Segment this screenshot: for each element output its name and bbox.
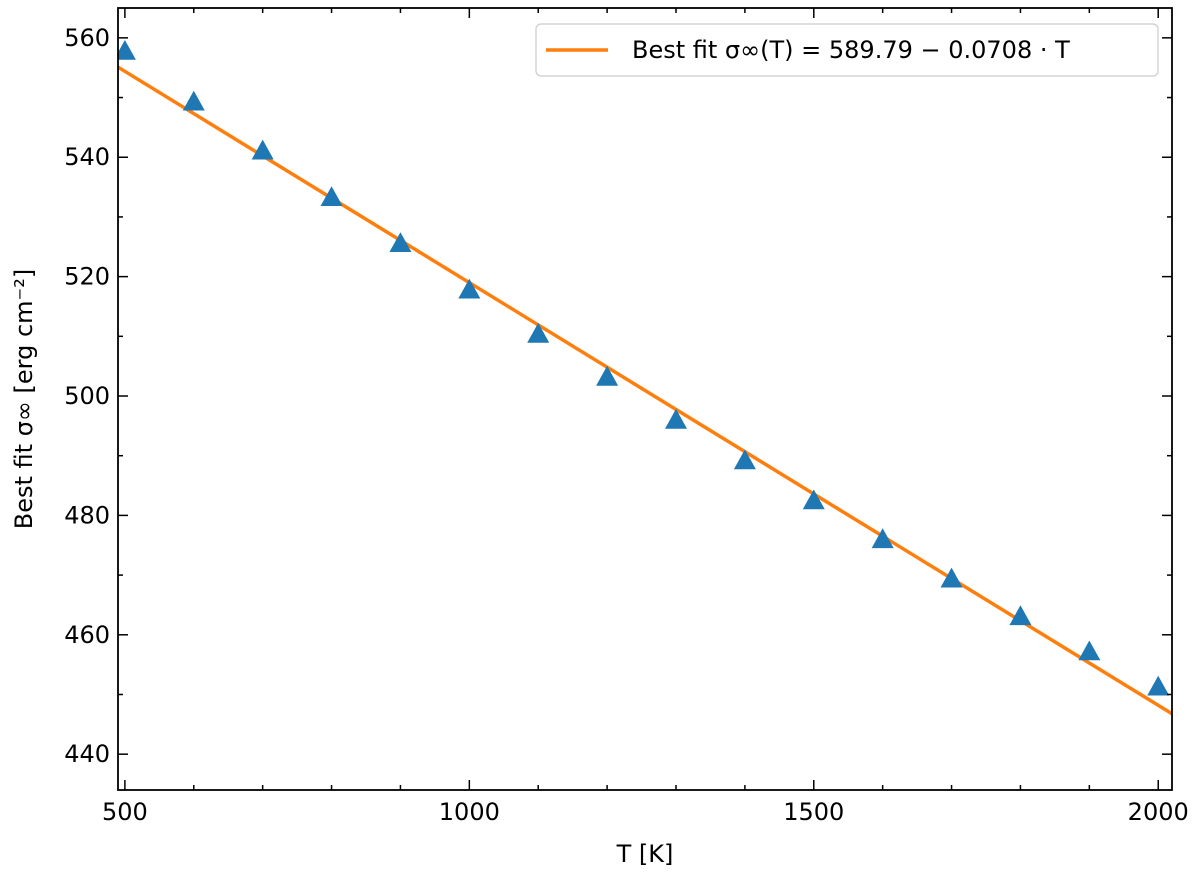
legend-label-fit-line: Best fit σ∞(T) = 589.79 − 0.0708 · T xyxy=(632,36,1070,64)
data-point xyxy=(733,449,756,470)
data-point xyxy=(458,278,481,299)
data-point xyxy=(118,39,136,60)
data-point xyxy=(802,489,825,510)
data-point xyxy=(1009,605,1032,626)
data-point xyxy=(1078,640,1101,661)
data-points-layer xyxy=(118,39,1170,696)
x-tick-label: 2000 xyxy=(1128,798,1189,826)
y-tick-label: 460 xyxy=(64,621,110,649)
y-axis-label: Best fit σ∞ [erg cm⁻²] xyxy=(10,269,38,529)
x-axis-label: T [K] xyxy=(616,840,674,868)
data-point xyxy=(320,186,343,207)
data-point xyxy=(389,232,412,252)
y-tick-label: 500 xyxy=(64,382,110,410)
y-axis-ticks: 440 460 480 500 520 540 560 xyxy=(64,24,1172,768)
x-tick-label: 1500 xyxy=(783,798,844,826)
y-tick-label: 480 xyxy=(64,501,110,529)
data-point xyxy=(182,90,205,111)
plot-frame xyxy=(117,7,1173,791)
data-point xyxy=(251,139,274,160)
data-point xyxy=(871,528,894,549)
legend-box xyxy=(535,23,1159,77)
data-point xyxy=(527,322,550,343)
data-point xyxy=(596,365,619,386)
data-point xyxy=(1147,675,1170,696)
legend: Best fit σ∞(T) = 589.79 − 0.0708 · T xyxy=(535,23,1159,77)
x-tick-label: 500 xyxy=(102,798,148,826)
x-tick-label: 1000 xyxy=(439,798,500,826)
data-point xyxy=(665,408,687,429)
data-point xyxy=(940,567,963,588)
y-tick-label: 440 xyxy=(64,740,110,768)
y-tick-label: 540 xyxy=(64,143,110,171)
fit-line xyxy=(118,65,1172,716)
x-axis-ticks: 500 1000 1500 2000 xyxy=(102,8,1189,826)
y-tick-label: 560 xyxy=(64,24,110,52)
y-tick-label: 520 xyxy=(64,263,110,291)
fit-line-layer xyxy=(118,65,1172,716)
